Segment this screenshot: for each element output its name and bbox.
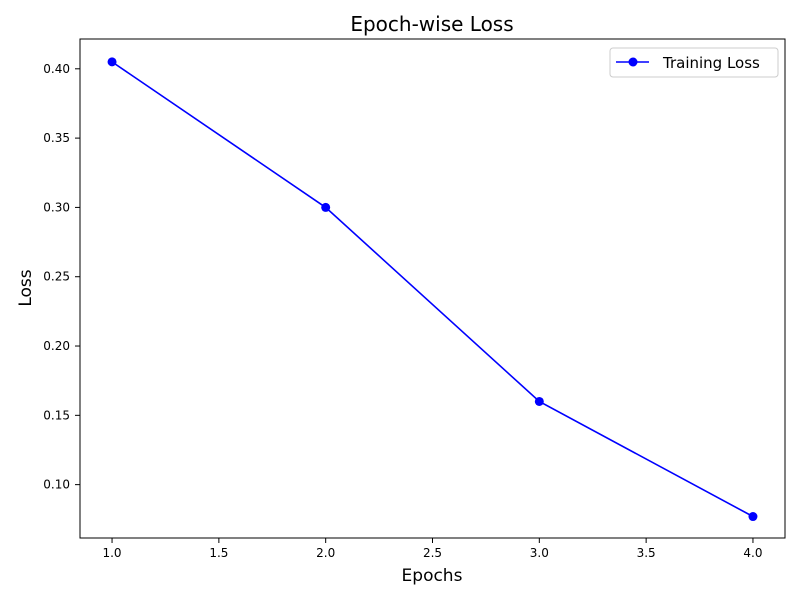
y-tick-label: 0.35	[43, 131, 70, 145]
y-axis-ticks: 0.10 0.15 0.20 0.25 0.30 0.35 0.40	[43, 62, 80, 492]
chart-title: Epoch-wise Loss	[350, 12, 513, 36]
legend: Training Loss	[609, 47, 779, 78]
x-axis-ticks: 1.0 1.5 2.0 2.5 3.0 3.5 4.0	[102, 538, 763, 560]
x-tick-label: 2.0	[316, 546, 335, 560]
series-layer	[107, 57, 758, 522]
y-tick-label: 0.25	[43, 270, 70, 284]
data-point	[534, 396, 544, 406]
series-line	[111, 61, 754, 518]
x-tick-label: 1.0	[102, 546, 121, 560]
y-tick-label: 0.20	[43, 339, 70, 353]
y-tick-label: 0.15	[43, 408, 70, 422]
y-axis-label: Loss	[16, 269, 36, 306]
y-tick-label: 0.40	[43, 62, 70, 76]
x-tick-label: 4.0	[743, 546, 762, 560]
x-tick-label: 1.5	[209, 546, 228, 560]
y-tick-label: 0.30	[43, 200, 70, 214]
data-point	[321, 202, 331, 212]
x-tick-label: 3.0	[530, 546, 549, 560]
x-axis-label: Epochs	[402, 566, 463, 586]
legend-marker	[628, 57, 638, 67]
x-tick-label: 2.5	[423, 546, 442, 560]
data-point	[748, 512, 758, 522]
y-tick-label: 0.10	[43, 478, 70, 492]
data-point	[107, 57, 117, 67]
legend-label: Training Loss	[662, 54, 760, 72]
x-tick-label: 3.5	[637, 546, 656, 560]
legend-box	[609, 47, 779, 78]
